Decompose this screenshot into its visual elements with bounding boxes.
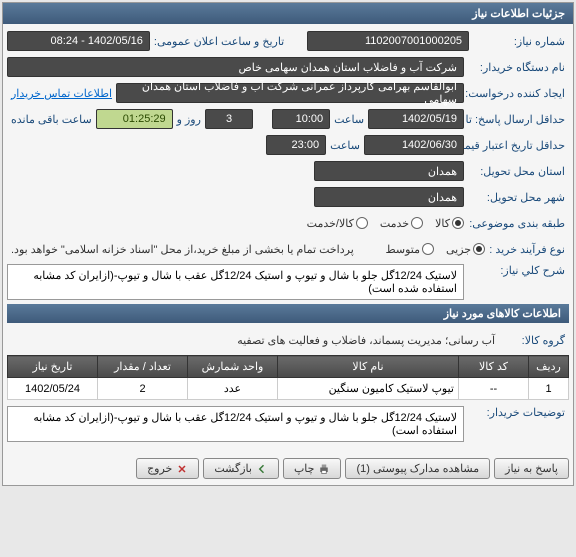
need-number-label: شماره نیاز: (469, 35, 569, 48)
desc-value: لاستیک 12/24گل جلو با شال و تیوپ و استیک… (7, 264, 464, 300)
respond-button[interactable]: پاسخ به نیاز (494, 458, 569, 479)
radio-both-label: کالا/خدمت (307, 217, 354, 230)
exit-label: خروج (147, 462, 172, 475)
print-label: چاپ (294, 462, 315, 475)
validity-date: 1402/06/30 (364, 135, 464, 155)
exit-icon (176, 463, 188, 475)
validity-time: 23:00 (266, 135, 326, 155)
cell-code: -- (459, 378, 529, 400)
city-label: شهر محل تحویل: (464, 191, 569, 204)
need-number-value: 1102007001000205 (307, 31, 469, 51)
countdown: 01:25:29 (96, 109, 173, 129)
col-code: کد کالا (459, 356, 529, 378)
radio-goods[interactable]: کالا (423, 217, 464, 230)
table-row[interactable]: 1 -- تیوپ لاستیک کامیون سنگین عدد 2 1402… (8, 378, 569, 400)
creator-label: ایجاد کننده درخواست: (464, 87, 569, 100)
days-remaining: 3 (205, 109, 253, 129)
validity-label: حداقل تاریخ اعتبار قیمت: تا تاریخ: (464, 139, 569, 152)
announce-label: تاریخ و ساعت اعلان عمومی: (150, 35, 288, 48)
items-header: اطلاعات کالاهای مورد نیاز (7, 304, 569, 323)
province-label: استان محل تحویل: (464, 165, 569, 178)
col-row: ردیف (529, 356, 569, 378)
remaining-label: ساعت باقی مانده (7, 113, 96, 126)
back-icon (256, 463, 268, 475)
col-name: نام کالا (278, 356, 459, 378)
col-qty: تعداد / مقدار (98, 356, 188, 378)
contact-link[interactable]: اطلاعات تماس خریدار (7, 87, 116, 100)
cell-row: 1 (529, 378, 569, 400)
cell-name: تیوپ لاستیک کامیون سنگین (278, 378, 459, 400)
buyer-value: شرکت آب و فاضلاب استان همدان سهامی خاص (7, 57, 464, 77)
category-label: طبقه بندی موضوعی: (464, 217, 569, 230)
radio-medium[interactable]: متوسط (373, 243, 434, 256)
back-label: بازگشت (214, 462, 252, 475)
creator-value: ابوالقاسم بهرامی کارپرداز عمرانی شرکت آب… (116, 83, 464, 103)
province-value: همدان (314, 161, 464, 181)
radio-service-label: خدمت (380, 217, 409, 230)
radio-service[interactable]: خدمت (368, 217, 423, 230)
buyer-notes-label: توضیحات خریدار: (464, 406, 569, 419)
button-bar: پاسخ به نیاز مشاهده مدارک پیوستی (1) چاپ… (3, 452, 573, 485)
col-date: تاریخ نیاز (8, 356, 98, 378)
items-table: ردیف کد کالا نام کالا واحد شمارش تعداد /… (7, 355, 569, 400)
cell-qty: 2 (98, 378, 188, 400)
buyer-notes-value: لاستیک 12/24گل جلو با شال و تیوپ و استیک… (7, 406, 464, 442)
radio-small-label: جزیی (446, 243, 471, 256)
details-panel: جزئیات اطلاعات نیاز شماره نیاز: 11020070… (2, 2, 574, 486)
radio-goods-label: کالا (435, 217, 450, 230)
print-button[interactable]: چاپ (283, 458, 342, 479)
radio-medium-icon (422, 243, 434, 255)
form-area: شماره نیاز: 1102007001000205 تاریخ و ساع… (3, 24, 573, 452)
day-label: روز و (173, 113, 205, 126)
respond-label: پاسخ به نیاز (505, 462, 558, 475)
announce-value: 1402/05/16 - 08:24 (7, 31, 150, 51)
desc-label: شرح کلي نیاز: (464, 264, 569, 277)
time-label-1: ساعت (330, 113, 368, 126)
radio-both[interactable]: کالا/خدمت (295, 217, 368, 230)
deadline-label: حداقل ارسال پاسخ: تا تاریخ: (464, 113, 569, 126)
col-unit: واحد شمارش (188, 356, 278, 378)
print-icon (318, 463, 330, 475)
attachments-label: مشاهده مدارک پیوستی (1) (356, 462, 479, 475)
time-label-2: ساعت (326, 139, 364, 152)
radio-service-icon (411, 217, 423, 229)
cell-unit: عدد (188, 378, 278, 400)
exit-button[interactable]: خروج (136, 458, 199, 479)
cell-date: 1402/05/24 (8, 378, 98, 400)
radio-small-icon (473, 243, 485, 255)
city-value: همدان (314, 187, 464, 207)
attachments-button[interactable]: مشاهده مدارک پیوستی (1) (345, 458, 490, 479)
group-value: آب رسانی؛ مدیریت پسماند، فاضلاب و فعالیت… (7, 334, 499, 347)
payment-note: پرداخت تمام یا بخشی از مبلغ خرید،از محل … (7, 243, 358, 256)
buyer-label: نام دستگاه خریدار: (464, 61, 569, 74)
deadline-date: 1402/05/19 (368, 109, 464, 129)
panel-title: جزئیات اطلاعات نیاز (3, 3, 573, 24)
radio-both-icon (356, 217, 368, 229)
radio-medium-label: متوسط (385, 243, 420, 256)
deadline-time: 10:00 (272, 109, 330, 129)
group-label: گروه کالا: (499, 334, 569, 347)
process-label: نوع فرآیند خرید : (485, 243, 569, 256)
radio-goods-icon (452, 217, 464, 229)
radio-small[interactable]: جزیی (434, 243, 485, 256)
back-button[interactable]: بازگشت (203, 458, 279, 479)
